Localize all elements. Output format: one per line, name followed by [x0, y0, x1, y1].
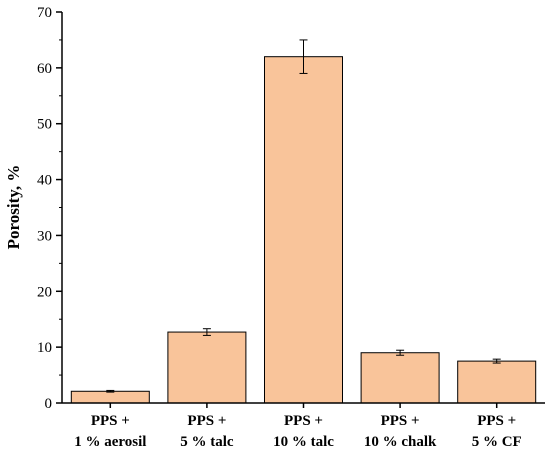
- y-tick-label-6: 60: [37, 61, 52, 77]
- x-tick-label-3-0: PPS +: [381, 413, 420, 429]
- x-tick-label-0-1: 1 % aerosil: [74, 434, 146, 450]
- bar-4: [457, 360, 537, 404]
- x-tick-label-2-1: 10 % talc: [273, 434, 334, 450]
- y-axis-title: Porosity, %: [4, 165, 23, 250]
- y-tick-label-5: 50: [37, 117, 52, 133]
- bar-3: [360, 352, 440, 404]
- x-tick-label-1-0: PPS +: [187, 413, 226, 429]
- x-tick-label-4-1: 5 % CF: [472, 434, 522, 450]
- y-tick-label-3: 30: [37, 228, 52, 244]
- plot-area: PPS + 1 % aerosil PPS + 5 % talc PPS + 10 % t…: [37, 5, 545, 450]
- x-tick-label-1-1: 5 % talc: [180, 434, 234, 450]
- x-tick-label-3-1: 10 % chalk: [364, 434, 437, 450]
- y-tick-label-1: 10: [37, 340, 52, 356]
- x-tick-label-4-0: PPS +: [477, 413, 516, 429]
- x-tick-label-0-0: PPS +: [91, 413, 130, 429]
- y-tick-label-7: 70: [37, 5, 52, 21]
- bar-2: [264, 56, 343, 404]
- y-tick-label-2: 20: [37, 284, 52, 300]
- y-tick-label-0: 0: [45, 396, 53, 412]
- bar-1: [167, 331, 247, 404]
- x-tick-label-2-0: PPS +: [284, 413, 323, 429]
- bar-0: [70, 390, 150, 404]
- y-tick-label-4: 40: [37, 173, 52, 189]
